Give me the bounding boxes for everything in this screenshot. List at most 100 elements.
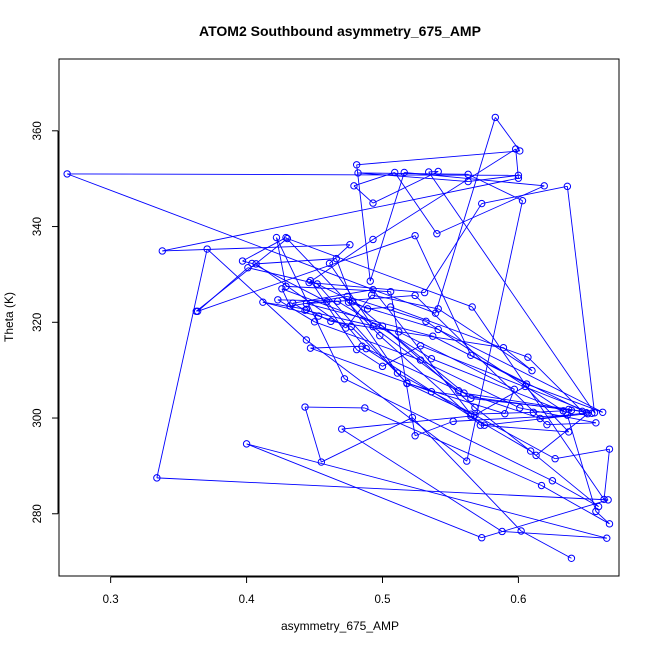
- data-point: [158, 247, 167, 255]
- data-point: [411, 231, 419, 240]
- data-point: [282, 282, 290, 291]
- series-line-segment: [398, 331, 515, 390]
- series-line-segment: [341, 415, 471, 430]
- y-axis: 280 300 320 340 360: [32, 121, 59, 523]
- data-point: [467, 351, 475, 360]
- series-line-segment: [356, 349, 383, 367]
- y-tick-label: 360: [32, 121, 44, 140]
- data-point: [588, 409, 596, 417]
- series-line-segment: [251, 263, 327, 303]
- series-line-segment: [329, 244, 351, 264]
- series-line-segment: [527, 356, 583, 412]
- series-line-segment: [246, 443, 482, 539]
- series-line-segment: [353, 185, 374, 204]
- data-point: [516, 147, 524, 155]
- data-point: [467, 410, 475, 418]
- data-point: [203, 245, 211, 253]
- data-point: [358, 342, 366, 350]
- series-line-segment: [321, 417, 413, 463]
- series-line-segment: [390, 291, 416, 436]
- data-point: [425, 168, 433, 176]
- data-point: [478, 199, 486, 208]
- data-point: [369, 199, 377, 207]
- data-point: [259, 298, 267, 306]
- data-point: [434, 167, 442, 176]
- series-line-segment: [530, 450, 599, 507]
- series-line-segment: [306, 303, 433, 337]
- data-point: [524, 353, 532, 361]
- series-line-segment: [566, 186, 595, 413]
- data-point: [252, 260, 260, 268]
- data-point: [363, 305, 372, 313]
- series-line-segment: [470, 354, 587, 414]
- x-tick-label: 0.3: [103, 594, 119, 606]
- data-point: [468, 303, 476, 311]
- data-point: [499, 343, 508, 352]
- data-point: [501, 410, 509, 418]
- series-line-segment: [372, 171, 439, 204]
- data-point: [434, 325, 442, 334]
- data-point: [605, 520, 614, 528]
- series-line-segment: [310, 345, 363, 349]
- data-point: [605, 445, 614, 453]
- series-line-segment: [358, 172, 469, 175]
- data-point: [563, 411, 572, 419]
- data-point: [313, 280, 321, 288]
- data-point: [463, 457, 471, 465]
- data-point: [600, 495, 608, 504]
- data-point: [376, 331, 384, 340]
- data-point: [422, 317, 430, 326]
- data-point: [301, 403, 309, 411]
- series-line-segment: [242, 260, 253, 264]
- series-line-segment: [314, 321, 421, 361]
- data-point: [578, 407, 587, 416]
- data-point: [532, 451, 540, 460]
- data-point: [471, 411, 479, 419]
- data-point: [306, 276, 315, 285]
- series-line-segment: [281, 288, 383, 327]
- series-line-segment: [406, 382, 505, 415]
- series-line-segment: [555, 448, 610, 460]
- series-line-segment: [515, 148, 519, 179]
- data-point: [310, 318, 319, 326]
- series-line-segment: [162, 177, 519, 252]
- data-point: [378, 322, 387, 330]
- series-line-segment: [503, 347, 533, 371]
- series-line-segment: [162, 244, 350, 252]
- data-point: [242, 440, 251, 448]
- series-line-segment: [287, 238, 473, 308]
- data-point: [347, 322, 355, 331]
- series-line-segment: [603, 449, 610, 500]
- series-line-segment: [372, 289, 472, 415]
- data-point: [420, 288, 429, 297]
- data-point: [604, 496, 612, 504]
- series-line-segment: [310, 280, 358, 350]
- x-tick-label: 0.4: [239, 594, 256, 606]
- data-point: [323, 298, 331, 306]
- data-point: [325, 259, 334, 268]
- series-line-segment: [308, 239, 374, 283]
- series-line-segment: [502, 531, 607, 539]
- data-point: [514, 171, 523, 180]
- data-point: [333, 297, 342, 305]
- chart-title: ATOM2 Southbound asymmetry_675_AMP: [199, 23, 481, 39]
- data-point: [193, 307, 202, 315]
- data-point: [454, 387, 463, 395]
- series-line-segment: [546, 422, 596, 426]
- data-point: [467, 412, 475, 420]
- data-point: [306, 344, 315, 352]
- series-line-segment: [156, 248, 208, 478]
- data-point: [314, 312, 323, 320]
- data-point: [543, 421, 551, 429]
- series-line-segment: [436, 185, 545, 235]
- series-line-segment: [197, 267, 249, 312]
- series-line-segment: [541, 485, 610, 525]
- series-line-segment: [420, 345, 592, 414]
- data-point: [464, 177, 472, 186]
- series-line-segment: [357, 172, 469, 182]
- series-line-segment: [246, 443, 607, 539]
- y-tick-label: 300: [32, 408, 44, 427]
- data-point: [301, 306, 309, 315]
- series-line-segment: [372, 326, 459, 392]
- x-tick-label: 0.5: [374, 594, 390, 606]
